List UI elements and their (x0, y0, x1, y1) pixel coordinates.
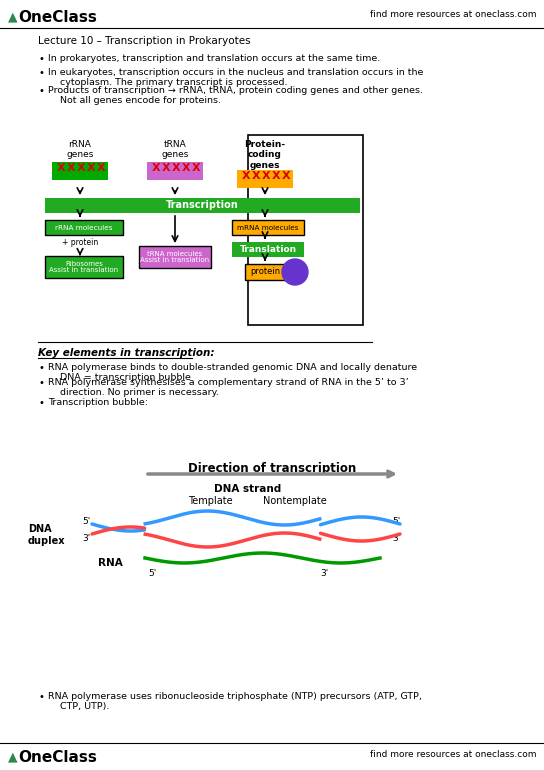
Text: DNA strand: DNA strand (214, 484, 282, 494)
Text: Lecture 10 – Transcription in Prokaryotes: Lecture 10 – Transcription in Prokaryote… (38, 36, 251, 46)
Text: Template: Template (188, 496, 232, 506)
Text: X: X (182, 163, 190, 173)
Text: •: • (38, 363, 44, 373)
FancyBboxPatch shape (248, 135, 363, 325)
Text: In prokaryotes, transcription and translation occurs at the same time.: In prokaryotes, transcription and transl… (48, 54, 380, 63)
Text: 5': 5' (148, 569, 156, 578)
Circle shape (282, 259, 308, 285)
Text: •: • (38, 68, 44, 78)
Text: Translation: Translation (239, 245, 296, 254)
Text: X: X (97, 163, 106, 173)
FancyBboxPatch shape (45, 256, 123, 278)
Text: •: • (38, 692, 44, 702)
Text: 3': 3' (392, 534, 400, 543)
Text: X: X (77, 163, 85, 173)
Text: Protein-
coding
genes: Protein- coding genes (244, 140, 286, 170)
FancyBboxPatch shape (237, 170, 293, 188)
Text: •: • (38, 86, 44, 96)
Text: OneClass: OneClass (18, 750, 97, 765)
Text: ▲: ▲ (8, 750, 17, 763)
Text: find more resources at oneclass.com: find more resources at oneclass.com (369, 750, 536, 759)
FancyBboxPatch shape (52, 162, 108, 180)
Text: Key elements in transcription:: Key elements in transcription: (38, 348, 214, 358)
Text: protein: protein (250, 267, 280, 276)
Text: Ribosomes
Assist in translation: Ribosomes Assist in translation (50, 260, 119, 273)
Text: 3': 3' (320, 569, 328, 578)
Text: X: X (282, 171, 290, 181)
Text: DNA
duplex: DNA duplex (28, 524, 65, 546)
Text: •: • (38, 54, 44, 64)
Text: 3': 3' (82, 534, 90, 543)
Text: X: X (172, 163, 181, 173)
Text: 5': 5' (392, 517, 400, 526)
Text: RNA polymerase binds to double-stranded genomic DNA and locally denature
    DNA: RNA polymerase binds to double-stranded … (48, 363, 417, 383)
Text: RNA polymerase synthesises a complementary strand of RNA in the 5’ to 3’
    dir: RNA polymerase synthesises a complementa… (48, 378, 409, 397)
FancyBboxPatch shape (45, 198, 360, 213)
Text: Direction of transcription: Direction of transcription (188, 462, 356, 475)
Text: OneClass: OneClass (18, 10, 97, 25)
Text: X: X (67, 163, 76, 173)
Text: X: X (192, 163, 201, 173)
Text: X: X (87, 163, 96, 173)
Text: Products of transcription → rRNA, tRNA, protein coding genes and other genes.
  : Products of transcription → rRNA, tRNA, … (48, 86, 423, 105)
Text: X: X (57, 163, 66, 173)
Text: X: X (152, 163, 160, 173)
FancyBboxPatch shape (232, 220, 304, 235)
FancyBboxPatch shape (232, 242, 304, 257)
Text: find more resources at oneclass.com: find more resources at oneclass.com (369, 10, 536, 19)
Text: X: X (242, 171, 251, 181)
FancyBboxPatch shape (147, 162, 203, 180)
Text: tRNA
genes: tRNA genes (162, 140, 189, 159)
Text: Nontemplate: Nontemplate (263, 496, 327, 506)
Text: •: • (38, 378, 44, 388)
Text: rRNA molecules: rRNA molecules (55, 225, 113, 230)
Text: + protein: + protein (62, 238, 98, 247)
Text: RNA: RNA (97, 558, 122, 568)
Text: RNA polymerase uses ribonucleoside triphosphate (NTP) precursors (ATP, GTP,
    : RNA polymerase uses ribonucleoside triph… (48, 692, 422, 711)
Text: tRNA molecules
Assist in translation: tRNA molecules Assist in translation (140, 250, 209, 263)
Text: •: • (38, 398, 44, 408)
Text: Transcription bubble:: Transcription bubble: (48, 398, 148, 407)
Text: X: X (262, 171, 270, 181)
Text: In eukaryotes, transcription occurs in the nucleus and translation occurs in the: In eukaryotes, transcription occurs in t… (48, 68, 423, 88)
Text: mRNA molecules: mRNA molecules (237, 225, 299, 230)
Text: X: X (252, 171, 261, 181)
Text: 5': 5' (82, 517, 90, 526)
Text: rRNA
genes: rRNA genes (66, 140, 94, 159)
Text: Transcription: Transcription (166, 200, 239, 210)
FancyBboxPatch shape (139, 246, 211, 268)
Text: X: X (272, 171, 281, 181)
FancyBboxPatch shape (245, 264, 285, 280)
FancyBboxPatch shape (45, 220, 123, 235)
Text: ▲: ▲ (8, 10, 17, 23)
Text: X: X (162, 163, 171, 173)
